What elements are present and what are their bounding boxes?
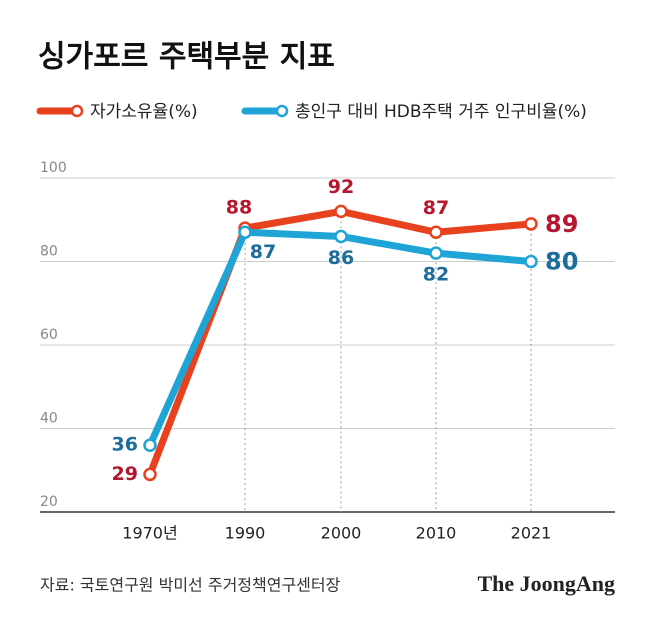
- data-point: [143, 467, 157, 482]
- x-tick-label: 2021: [511, 524, 552, 543]
- data-label: 86: [328, 247, 354, 269]
- data-label: 92: [328, 176, 354, 198]
- data-point: [429, 225, 443, 240]
- data-label: 88: [226, 197, 252, 219]
- data-point: [238, 225, 252, 240]
- data-point: [524, 254, 538, 269]
- brand: The JoongAng: [477, 571, 615, 596]
- data-label: 80: [545, 248, 578, 276]
- x-tick-label: 1990: [225, 524, 266, 543]
- data-label: 36: [112, 434, 138, 456]
- data-label: 87: [423, 197, 449, 219]
- x-tick-label: 2000: [321, 524, 362, 543]
- legend-label: 자가소유율(%): [90, 102, 198, 122]
- y-tick-label: 20: [40, 494, 58, 510]
- data-point: [334, 229, 348, 244]
- data-label: 89: [545, 210, 578, 238]
- data-point: [334, 204, 348, 219]
- data-label: 87: [250, 241, 276, 263]
- y-tick-label: 80: [40, 244, 58, 260]
- data-point: [524, 217, 538, 231]
- chart-title: 싱가포르 주택부분 지표: [38, 40, 335, 75]
- y-tick-label: 40: [40, 411, 58, 427]
- legend-marker: [70, 104, 84, 118]
- data-point: [429, 246, 443, 260]
- data-point: [143, 438, 157, 452]
- data-label: 82: [423, 264, 449, 286]
- y-tick-label: 60: [40, 327, 58, 343]
- source: 자료: 국토연구원 박미선 주거정책연구센터장: [40, 576, 341, 595]
- legend-marker: [275, 104, 289, 118]
- y-tick-label: 100: [40, 160, 67, 176]
- x-tick-label: 1970년: [122, 524, 177, 543]
- x-tick-label: 2010: [416, 524, 457, 543]
- data-label: 29: [112, 463, 138, 485]
- legend-label: 총인구 대비 HDB주택 거주 인구비율(%): [295, 102, 587, 122]
